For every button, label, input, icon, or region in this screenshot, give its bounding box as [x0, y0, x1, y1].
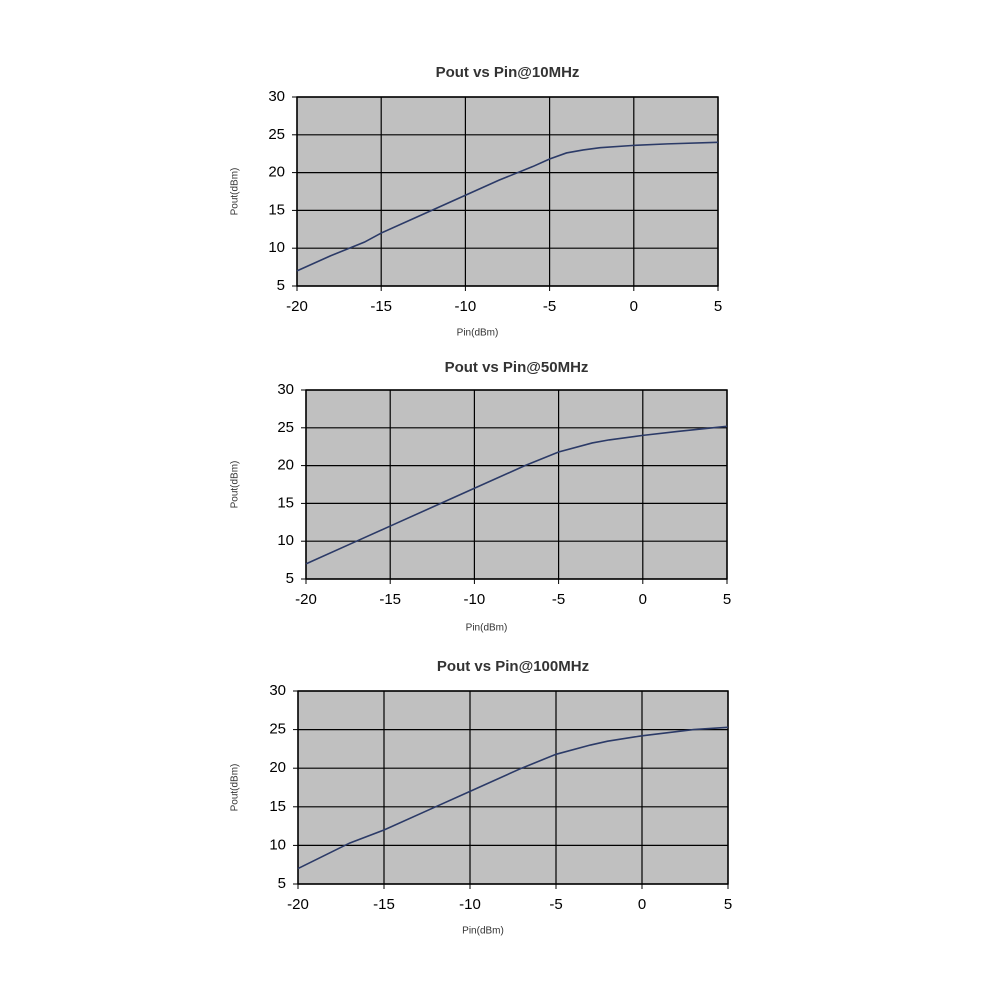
y-tick-label: 20 — [269, 759, 286, 776]
x-tick-label: -5 — [543, 298, 556, 315]
x-axis-label: Pin(dBm) — [466, 623, 508, 634]
x-tick-label: 5 — [714, 298, 722, 315]
y-tick-label: 10 — [269, 836, 286, 853]
x-tick-label: 0 — [638, 896, 646, 913]
x-tick-label: -15 — [373, 896, 395, 913]
y-tick-label: 5 — [278, 875, 286, 892]
y-tick-label: 20 — [268, 164, 285, 181]
y-tick-label: 30 — [268, 88, 285, 105]
y-tick-label: 15 — [269, 798, 286, 815]
data-line — [296, 141, 719, 272]
y-axis-label: Pout(dBm) — [230, 764, 241, 812]
y-tick-label: 25 — [269, 721, 286, 738]
y-tick-label: 20 — [277, 457, 294, 474]
x-tick-label: -10 — [455, 298, 477, 315]
y-axis-label: Pout(dBm) — [230, 168, 241, 216]
x-tick-label: -10 — [464, 591, 486, 608]
x-tick-label: -15 — [370, 298, 392, 315]
x-tick-label: 5 — [723, 591, 731, 608]
y-tick-label: 30 — [277, 381, 294, 398]
y-tick-label: 15 — [277, 494, 294, 511]
y-tick-label: 25 — [268, 126, 285, 143]
x-axis-label: Pin(dBm) — [457, 328, 499, 339]
plot-border — [296, 96, 719, 287]
x-tick-label: -5 — [549, 896, 562, 913]
y-tick-label: 10 — [277, 532, 294, 549]
x-tick-label: -20 — [287, 896, 309, 913]
chart-title: Pout vs Pin@50MHz — [445, 359, 589, 376]
plot-area — [298, 691, 728, 884]
plot-border — [305, 389, 728, 580]
y-tick-label: 5 — [277, 277, 285, 294]
y-tick-label: 5 — [286, 570, 294, 587]
chart-title: Pout vs Pin@100MHz — [437, 658, 589, 675]
data-line — [297, 726, 729, 870]
plot-border — [297, 690, 729, 885]
x-tick-label: 0 — [639, 591, 647, 608]
x-tick-label: -5 — [552, 591, 565, 608]
y-tick-label: 10 — [268, 239, 285, 256]
y-tick-label: 15 — [268, 201, 285, 218]
plot-area — [297, 97, 718, 286]
data-line — [305, 425, 728, 565]
x-tick-label: -20 — [295, 591, 317, 608]
chart-title: Pout vs Pin@10MHz — [436, 64, 580, 81]
y-tick-label: 30 — [269, 682, 286, 699]
y-axis-label: Pout(dBm) — [230, 461, 241, 509]
x-tick-label: -15 — [379, 591, 401, 608]
x-tick-label: -10 — [459, 896, 481, 913]
x-tick-label: 0 — [630, 298, 638, 315]
x-tick-label: 5 — [724, 896, 732, 913]
plot-area — [306, 390, 727, 579]
x-tick-label: -20 — [286, 298, 308, 315]
y-tick-label: 25 — [277, 419, 294, 436]
x-axis-label: Pin(dBm) — [462, 926, 504, 937]
